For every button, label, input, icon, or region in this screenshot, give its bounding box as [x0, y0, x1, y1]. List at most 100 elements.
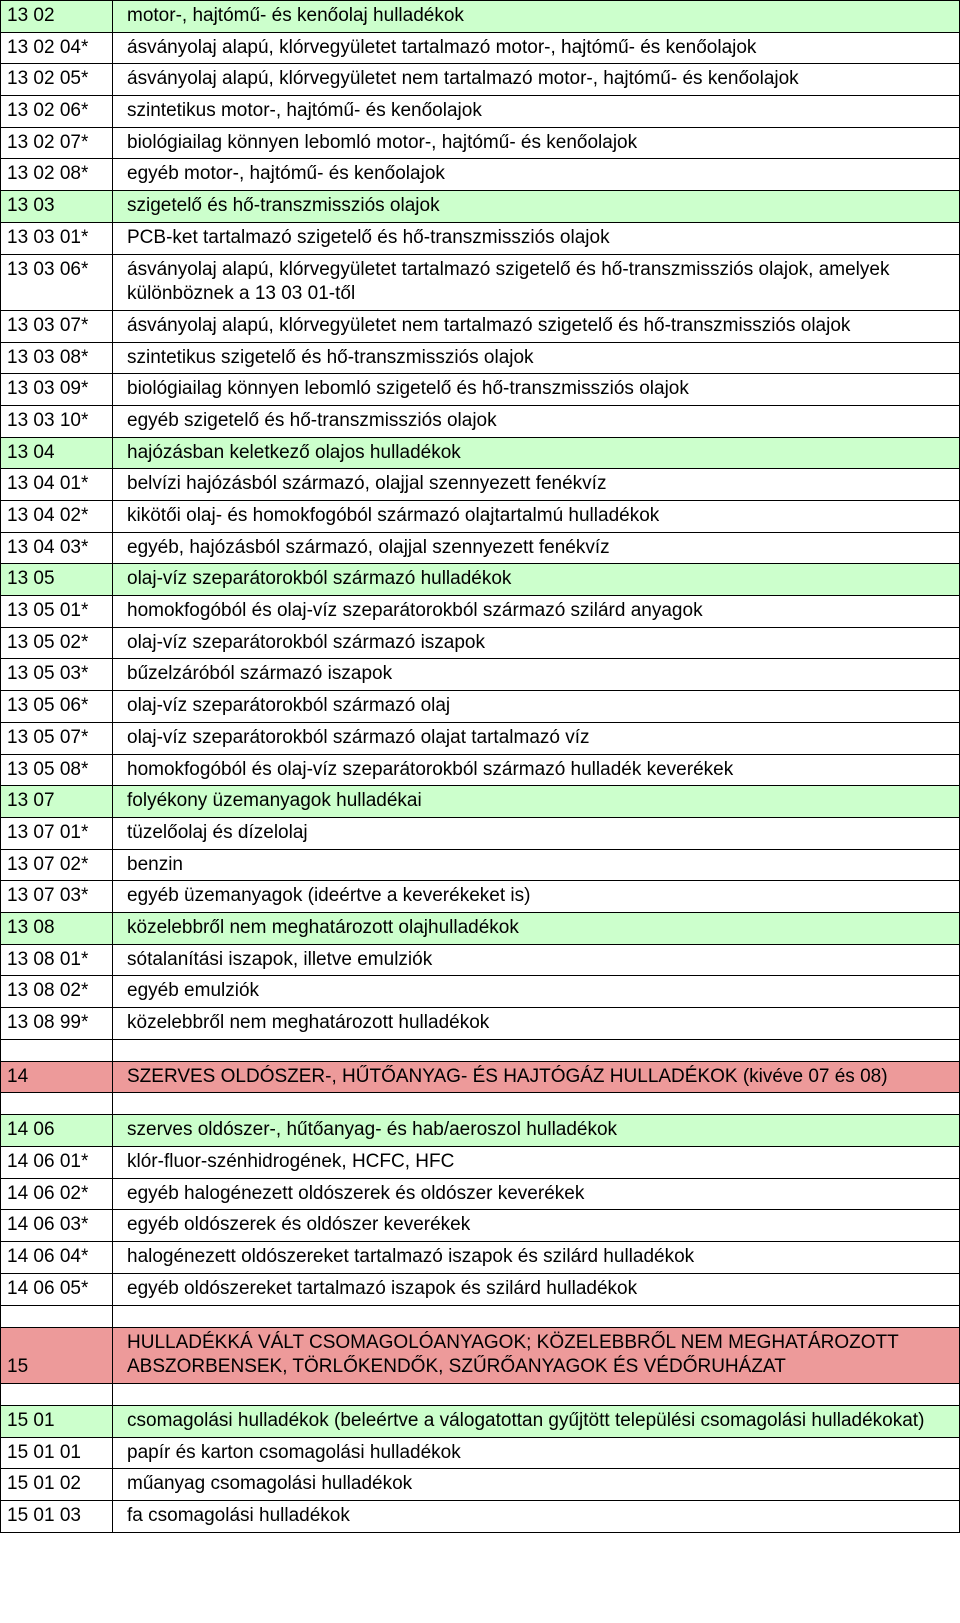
- table-row: 13 04 03*egyéb, hajózásból származó, ola…: [1, 532, 960, 564]
- description-cell: egyéb, hajózásból származó, olajjal szen…: [113, 532, 960, 564]
- code-cell: 14 06: [1, 1115, 113, 1147]
- description-cell: ásványolaj alapú, klórvegyületet nem tar…: [113, 310, 960, 342]
- description-cell: tüzelőolaj és dízelolaj: [113, 817, 960, 849]
- table-row: 13 02 04*ásványolaj alapú, klórvegyülete…: [1, 32, 960, 64]
- code-cell: 13 05 07*: [1, 722, 113, 754]
- code-cell: 15 01 03: [1, 1500, 113, 1532]
- table-row: 13 05 01*homokfogóból és olaj-víz szepar…: [1, 596, 960, 628]
- description-cell: [113, 1305, 960, 1327]
- table-row: 14SZERVES OLDÓSZER-, HŰTŐANYAG- ÉS HAJTÓ…: [1, 1061, 960, 1093]
- table-row: 13 07folyékony üzemanyagok hulladékai: [1, 786, 960, 818]
- code-cell: 15 01 01: [1, 1437, 113, 1469]
- code-cell: 14 06 05*: [1, 1273, 113, 1305]
- table-row: 13 03szigetelő és hő-transzmissziós olaj…: [1, 191, 960, 223]
- table-row: 14 06 05*egyéb oldószereket tartalmazó i…: [1, 1273, 960, 1305]
- description-cell: belvízi hajózásból származó, olajjal sze…: [113, 469, 960, 501]
- table-row: 15 01 03fa csomagolási hulladékok: [1, 1500, 960, 1532]
- code-cell: 13 08 01*: [1, 944, 113, 976]
- table-row: 14 06 02*egyéb halogénezett oldószerek é…: [1, 1178, 960, 1210]
- table-row: 13 05 08*homokfogóból és olaj-víz szepar…: [1, 754, 960, 786]
- code-cell: 14 06 04*: [1, 1242, 113, 1274]
- code-cell: 13 07 01*: [1, 817, 113, 849]
- table-row: 13 04 01*belvízi hajózásból származó, ol…: [1, 469, 960, 501]
- description-cell: klór-fluor-szénhidrogének, HCFC, HFC: [113, 1147, 960, 1179]
- table-row: [1, 1383, 960, 1405]
- table-row: 13 02 07*biológiailag könnyen lebomló mo…: [1, 127, 960, 159]
- description-cell: fa csomagolási hulladékok: [113, 1500, 960, 1532]
- code-cell: 14 06 01*: [1, 1147, 113, 1179]
- table-row: 14 06szerves oldószer-, hűtőanyag- és ha…: [1, 1115, 960, 1147]
- table-row: 13 03 08*szintetikus szigetelő és hő-tra…: [1, 342, 960, 374]
- description-cell: [113, 1383, 960, 1405]
- description-cell: HULLADÉKKÁ VÁLT CSOMAGOLÓANYAGOK; KÖZELE…: [113, 1327, 960, 1383]
- description-cell: szintetikus szigetelő és hő-transzmisszi…: [113, 342, 960, 374]
- description-cell: egyéb emulziók: [113, 976, 960, 1008]
- table-row: [1, 1039, 960, 1061]
- code-cell: [1, 1383, 113, 1405]
- description-cell: olaj-víz szeparátorokból származó hullad…: [113, 564, 960, 596]
- table-row: 13 05 06*olaj-víz szeparátorokból szárma…: [1, 691, 960, 723]
- code-cell: 13 03 01*: [1, 222, 113, 254]
- table-row: [1, 1093, 960, 1115]
- description-cell: SZERVES OLDÓSZER-, HŰTŐANYAG- ÉS HAJTÓGÁ…: [113, 1061, 960, 1093]
- description-cell: műanyag csomagolási hulladékok: [113, 1469, 960, 1501]
- code-cell: 13 07 02*: [1, 849, 113, 881]
- code-cell: 13 07: [1, 786, 113, 818]
- description-cell: folyékony üzemanyagok hulladékai: [113, 786, 960, 818]
- code-cell: 13 08: [1, 912, 113, 944]
- code-cell: 13 05 01*: [1, 596, 113, 628]
- description-cell: homokfogóból és olaj-víz szeparátorokból…: [113, 754, 960, 786]
- code-cell: 13 04 03*: [1, 532, 113, 564]
- table-row: 13 03 10*egyéb szigetelő és hő-transzmis…: [1, 405, 960, 437]
- table-row: 15 01csomagolási hulladékok (beleértve a…: [1, 1405, 960, 1437]
- table-row: 13 03 06*ásványolaj alapú, klórvegyülete…: [1, 254, 960, 310]
- table-row: 15 01 01papír és karton csomagolási hull…: [1, 1437, 960, 1469]
- description-cell: [113, 1093, 960, 1115]
- description-cell: hajózásban keletkező olajos hulladékok: [113, 437, 960, 469]
- code-cell: 13 05 03*: [1, 659, 113, 691]
- code-cell: 13 03 06*: [1, 254, 113, 310]
- code-cell: 13 05: [1, 564, 113, 596]
- description-cell: sótalanítási iszapok, illetve emulziók: [113, 944, 960, 976]
- description-cell: biológiailag könnyen lebomló motor-, haj…: [113, 127, 960, 159]
- description-cell: ásványolaj alapú, klórvegyületet tartalm…: [113, 254, 960, 310]
- description-cell: egyéb oldószerek és oldószer keverékek: [113, 1210, 960, 1242]
- code-cell: 13 02 08*: [1, 159, 113, 191]
- description-cell: olaj-víz szeparátorokból származó olaj: [113, 691, 960, 723]
- description-cell: bűzelzáróból származó iszapok: [113, 659, 960, 691]
- code-cell: 13 08 02*: [1, 976, 113, 1008]
- code-cell: [1, 1305, 113, 1327]
- table-row: 13 03 09*biológiailag könnyen lebomló sz…: [1, 374, 960, 406]
- code-cell: 13 04: [1, 437, 113, 469]
- table-row: 13 03 07*ásványolaj alapú, klórvegyülete…: [1, 310, 960, 342]
- description-cell: olaj-víz szeparátorokból származó olajat…: [113, 722, 960, 754]
- code-cell: 14 06 03*: [1, 1210, 113, 1242]
- table-row: 13 02 05*ásványolaj alapú, klórvegyülete…: [1, 64, 960, 96]
- description-cell: [113, 1039, 960, 1061]
- description-cell: PCB-ket tartalmazó szigetelő és hő-trans…: [113, 222, 960, 254]
- table-row: 13 08 99*közelebbről nem meghatározott h…: [1, 1008, 960, 1040]
- code-cell: 13 02: [1, 1, 113, 33]
- code-cell: 13 03 08*: [1, 342, 113, 374]
- code-cell: 13 05 08*: [1, 754, 113, 786]
- table-row: 13 07 02*benzin: [1, 849, 960, 881]
- description-cell: papír és karton csomagolási hulladékok: [113, 1437, 960, 1469]
- table-row: 15 01 02műanyag csomagolási hulladékok: [1, 1469, 960, 1501]
- code-cell: 13 03 09*: [1, 374, 113, 406]
- table-row: 13 05 03*bűzelzáróból származó iszapok: [1, 659, 960, 691]
- code-cell: 15 01 02: [1, 1469, 113, 1501]
- description-cell: egyéb üzemanyagok (ideértve a keverékeke…: [113, 881, 960, 913]
- description-cell: ásványolaj alapú, klórvegyületet nem tar…: [113, 64, 960, 96]
- description-cell: szerves oldószer-, hűtőanyag- és hab/aer…: [113, 1115, 960, 1147]
- code-cell: 13 05 02*: [1, 627, 113, 659]
- description-cell: benzin: [113, 849, 960, 881]
- code-cell: 13 02 05*: [1, 64, 113, 96]
- code-cell: 15 01: [1, 1405, 113, 1437]
- waste-codes-table: 13 02motor-, hajtómű- és kenőolaj hullad…: [0, 0, 960, 1533]
- code-cell: 13 05 06*: [1, 691, 113, 723]
- description-cell: egyéb halogénezett oldószerek és oldósze…: [113, 1178, 960, 1210]
- table-row: 13 05 07*olaj-víz szeparátorokból szárma…: [1, 722, 960, 754]
- table-row: 13 04 02*kikötői olaj- és homokfogóból s…: [1, 501, 960, 533]
- description-cell: közelebbről nem meghatározott olajhullad…: [113, 912, 960, 944]
- code-cell: [1, 1039, 113, 1061]
